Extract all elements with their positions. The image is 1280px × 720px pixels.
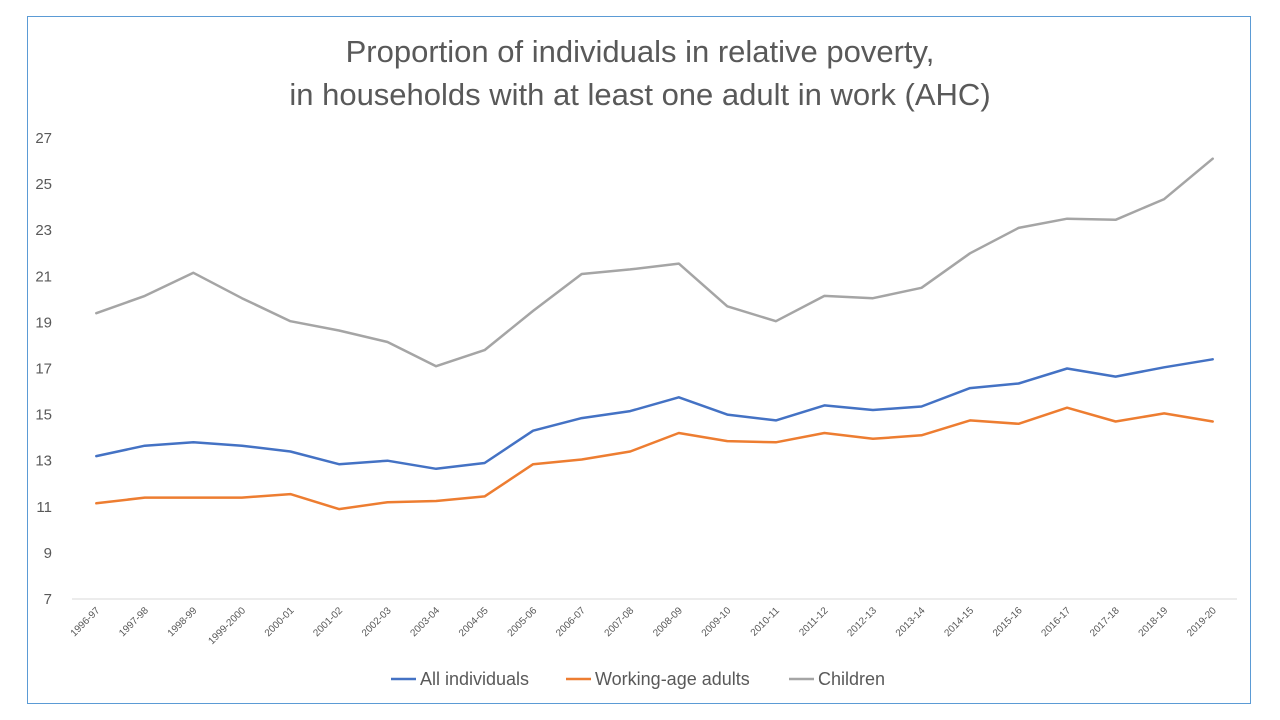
series-line-1 [95, 358, 1214, 471]
legend-label: Children [818, 669, 885, 689]
y-tick-label: 25 [35, 176, 52, 193]
x-tick-label: 2008-09 [651, 605, 685, 639]
x-tick-label: 2004-05 [457, 605, 491, 639]
x-tick-label: 1998-99 [166, 605, 200, 639]
y-axis: 7 9 11 13 15 17 19 21 23 25 27 [35, 130, 52, 608]
y-tick-label: 27 [35, 130, 52, 147]
legend: All individuals Working-age adults Childre… [391, 669, 885, 689]
x-tick-label: 2010-11 [749, 605, 783, 639]
x-tick-label: 2009-10 [700, 605, 734, 639]
x-tick-label: 2016-17 [1039, 605, 1073, 639]
y-tick-label: 13 [35, 453, 52, 470]
x-tick-label: 2012-13 [845, 605, 879, 639]
x-tick-label: 2000-01 [263, 605, 297, 639]
y-tick-label: 9 [44, 545, 52, 562]
x-tick-label: 2014-15 [942, 605, 976, 639]
x-tick-label: 2001-02 [311, 605, 345, 639]
chart-title: Proportion of individuals in relative po… [0, 30, 1280, 116]
y-tick-label: 11 [36, 499, 52, 516]
chart-title-line-1: Proportion of individuals in relative po… [345, 34, 935, 69]
x-tick-label: 2003-04 [408, 605, 442, 639]
x-tick-label: 2013-14 [894, 605, 928, 639]
series-line-3 [95, 157, 1214, 368]
x-tick-label: 2019-20 [1185, 605, 1219, 639]
y-tick-label: 21 [35, 268, 52, 285]
legend-label: Working-age adults [595, 669, 750, 689]
chart-area [27, 16, 1251, 704]
y-tick-label: 7 [44, 591, 52, 608]
x-tick-label: 2018-19 [1137, 605, 1171, 639]
x-tick-label: 1997-98 [117, 605, 151, 639]
x-tick-label: 2002-03 [360, 605, 394, 639]
x-tick-label: 2015-16 [991, 605, 1025, 639]
x-tick-label: 2007-08 [603, 605, 637, 639]
x-tick-label: 2011-12 [797, 605, 831, 639]
series-line-2 [95, 406, 1214, 511]
legend-label: All individuals [420, 669, 529, 689]
x-tick-label: 1999-2000 [206, 605, 248, 647]
x-tick-label: 2006-07 [554, 605, 588, 639]
y-tick-label: 17 [35, 361, 52, 378]
x-axis: 1996-97 1997-98 1998-99 1999-2000 2000-01 200… [69, 598, 1237, 647]
y-tick-label: 15 [35, 407, 52, 424]
x-tick-label: 2017-18 [1088, 605, 1122, 639]
series-lines [95, 157, 1214, 511]
chart-title-line-2: in households with at least one adult in… [289, 77, 991, 112]
y-tick-label: 23 [35, 222, 52, 239]
x-tick-label: 2005-06 [506, 605, 540, 639]
y-tick-label: 19 [35, 314, 52, 331]
x-tick-label: 1996-97 [69, 605, 103, 639]
